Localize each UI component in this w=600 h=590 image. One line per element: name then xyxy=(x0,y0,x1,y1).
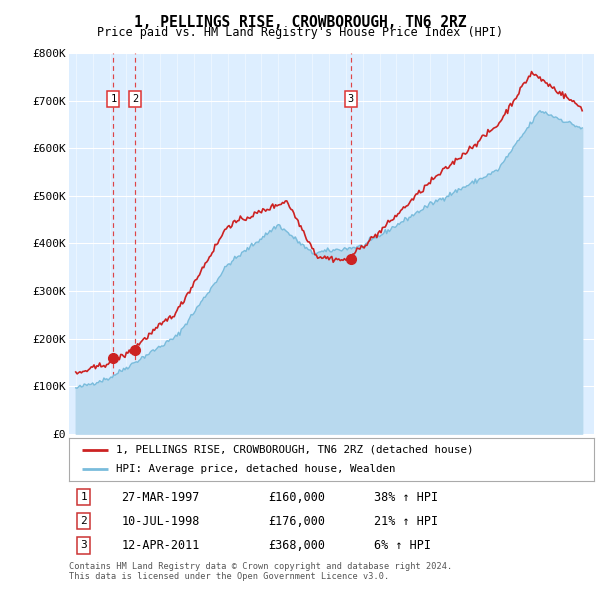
Text: 27-MAR-1997: 27-MAR-1997 xyxy=(121,491,200,504)
Text: 10-JUL-1998: 10-JUL-1998 xyxy=(121,515,200,528)
Text: 21% ↑ HPI: 21% ↑ HPI xyxy=(373,515,437,528)
Text: Price paid vs. HM Land Registry's House Price Index (HPI): Price paid vs. HM Land Registry's House … xyxy=(97,26,503,39)
Text: 12-APR-2011: 12-APR-2011 xyxy=(121,539,200,552)
Text: 2: 2 xyxy=(80,516,87,526)
Text: £176,000: £176,000 xyxy=(269,515,325,528)
Text: 1: 1 xyxy=(80,492,87,502)
Text: 38% ↑ HPI: 38% ↑ HPI xyxy=(373,491,437,504)
Text: 2: 2 xyxy=(132,94,139,104)
Text: 1, PELLINGS RISE, CROWBOROUGH, TN6 2RZ (detached house): 1, PELLINGS RISE, CROWBOROUGH, TN6 2RZ (… xyxy=(116,445,474,455)
Text: HPI: Average price, detached house, Wealden: HPI: Average price, detached house, Weal… xyxy=(116,464,396,474)
Text: 3: 3 xyxy=(80,540,87,550)
Text: 6% ↑ HPI: 6% ↑ HPI xyxy=(373,539,431,552)
Text: 1, PELLINGS RISE, CROWBOROUGH, TN6 2RZ: 1, PELLINGS RISE, CROWBOROUGH, TN6 2RZ xyxy=(134,15,466,30)
Text: 3: 3 xyxy=(347,94,354,104)
Text: £368,000: £368,000 xyxy=(269,539,325,552)
Text: Contains HM Land Registry data © Crown copyright and database right 2024.
This d: Contains HM Land Registry data © Crown c… xyxy=(69,562,452,581)
Text: £160,000: £160,000 xyxy=(269,491,325,504)
Text: 1: 1 xyxy=(110,94,116,104)
